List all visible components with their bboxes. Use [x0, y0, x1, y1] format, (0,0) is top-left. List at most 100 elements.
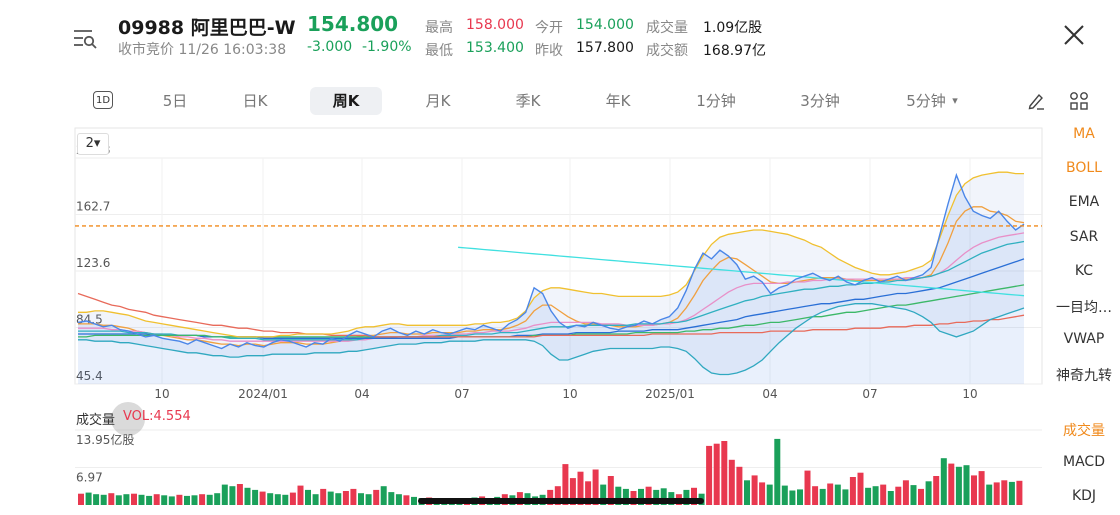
- volume-bar: [819, 488, 826, 505]
- indicator-kdj[interactable]: KDJ: [1071, 488, 1097, 504]
- volume-bar: [645, 486, 652, 505]
- stat-value-high: 158.000: [466, 17, 524, 33]
- tab-1min[interactable]: 1分钟: [696, 92, 736, 110]
- volume-bar: [895, 486, 902, 505]
- indicator-macd[interactable]: MACD: [1063, 454, 1105, 470]
- volume-bar: [766, 484, 773, 505]
- volume-bar: [880, 484, 887, 505]
- indicator-boll[interactable]: BOLL: [1066, 160, 1102, 176]
- volume-bar: [320, 488, 327, 505]
- x-tick-label: 10: [962, 387, 977, 401]
- volume-bar: [638, 488, 644, 505]
- volume-bar: [365, 494, 372, 505]
- x-tick-label: 2024/01: [238, 387, 288, 401]
- volume-bar: [93, 494, 100, 505]
- stat-label-volume: 成交量: [646, 20, 688, 36]
- volume-bar: [1016, 480, 1023, 505]
- volume-bar: [78, 493, 84, 505]
- home-indicator: [418, 498, 704, 504]
- last-price: 154.800: [307, 12, 399, 36]
- volume-bar: [918, 488, 924, 505]
- volume-bar: [797, 489, 803, 505]
- volume-bar: [759, 482, 766, 505]
- chevron-down-icon[interactable]: ▾: [952, 94, 958, 107]
- volume-value: VOL:4.554: [123, 409, 191, 424]
- volume-bar: [925, 481, 932, 505]
- tab-daily-k[interactable]: 日K: [242, 92, 268, 110]
- tab-weekly-k[interactable]: 周K: [310, 87, 382, 115]
- boll-band-fill: [78, 172, 1024, 375]
- volume-bar: [335, 493, 342, 505]
- indicator-sar[interactable]: SAR: [1069, 229, 1099, 245]
- chart-count-dropdown[interactable]: 2▾: [77, 133, 109, 155]
- volume-bar: [131, 493, 137, 505]
- volume-bar: [214, 493, 221, 505]
- volume-bar: [592, 469, 599, 505]
- volume-bar: [191, 495, 198, 505]
- volume-bar: [312, 494, 319, 505]
- draw-pen-icon[interactable]: [1026, 91, 1046, 111]
- tab-3min[interactable]: 3分钟: [800, 92, 840, 110]
- close-icon[interactable]: [1061, 22, 1087, 48]
- intraday-1d-button[interactable]: 1D: [93, 91, 113, 109]
- volume-bar: [600, 484, 607, 505]
- indicator-ichimoku[interactable]: 一目均…: [1056, 300, 1112, 316]
- volume-bar: [199, 494, 206, 505]
- series-line-close: [77, 172, 1025, 350]
- y-tick-label: 123.6: [76, 256, 110, 270]
- tab-5min[interactable]: 5分钟: [906, 92, 946, 110]
- stat-label-open: 今开: [535, 20, 563, 36]
- volume-bar: [184, 495, 190, 505]
- volume-bar: [327, 491, 334, 505]
- indicator-td-sequential[interactable]: 神奇九转: [1056, 368, 1112, 384]
- tab-5day[interactable]: 5日: [162, 92, 188, 110]
- tab-monthly-k[interactable]: 月K: [425, 92, 451, 110]
- volume-bar: [585, 481, 592, 505]
- volume-bar: [282, 494, 289, 505]
- volume-bar: [388, 492, 395, 505]
- volume-bar: [706, 445, 713, 505]
- volume-bar: [403, 495, 410, 505]
- volume-bar: [986, 484, 993, 505]
- volume-bar: [342, 491, 349, 505]
- indicator-ema[interactable]: EMA: [1068, 194, 1100, 210]
- tab-yearly-k[interactable]: 年K: [605, 92, 631, 110]
- indicator-ma[interactable]: MA: [1073, 126, 1095, 142]
- indicator-grid-icon[interactable]: [1069, 91, 1089, 111]
- volume-bar: [849, 477, 856, 505]
- volume-bar: [229, 486, 236, 505]
- tab-quarterly-k[interactable]: 季K: [515, 92, 541, 110]
- volume-bar: [236, 484, 243, 505]
- volume-bar: [350, 488, 357, 505]
- volume-bar: [721, 441, 728, 505]
- volume-bar: [153, 494, 160, 505]
- y-tick-label: 84.5: [76, 313, 103, 327]
- stat-value-volume: 1.09亿股: [703, 20, 763, 36]
- indicator-kc[interactable]: KC: [1074, 263, 1094, 279]
- price-change-pct: -1.90%: [362, 39, 412, 55]
- price-change: -3.000: [307, 39, 353, 55]
- volume-bar: [244, 487, 251, 505]
- volume-bar: [857, 472, 864, 505]
- volume-bar: [221, 484, 228, 505]
- stat-label-prev-close: 昨收: [535, 43, 563, 59]
- stock-list-icon[interactable]: [72, 27, 98, 51]
- indicator-volume[interactable]: 成交量: [1063, 423, 1105, 439]
- volume-bar: [774, 438, 781, 505]
- volume-bar: [562, 464, 569, 505]
- volume-bar: [100, 494, 107, 505]
- volume-bar: [1008, 481, 1015, 505]
- period-tabs: 1D 5日 日K 周K 月K 季K 年K 1分钟 3分钟 5分钟 ▾: [0, 83, 1120, 117]
- x-tick-label: 10: [154, 387, 169, 401]
- series-line-boll-lower: [78, 303, 1025, 376]
- quote-header: 09988 阿里巴巴-W 154.800 收市竞价 11/26 16:03:38…: [0, 0, 1120, 80]
- x-tick-label: 04: [762, 387, 777, 401]
- x-tick-label: 07: [454, 387, 469, 401]
- volume-bar: [902, 480, 909, 505]
- volume-bar: [834, 484, 841, 505]
- volume-bar: [259, 491, 266, 505]
- volume-bar: [380, 486, 387, 505]
- volume-bar: [622, 488, 629, 505]
- indicator-vwap[interactable]: VWAP: [1063, 331, 1105, 347]
